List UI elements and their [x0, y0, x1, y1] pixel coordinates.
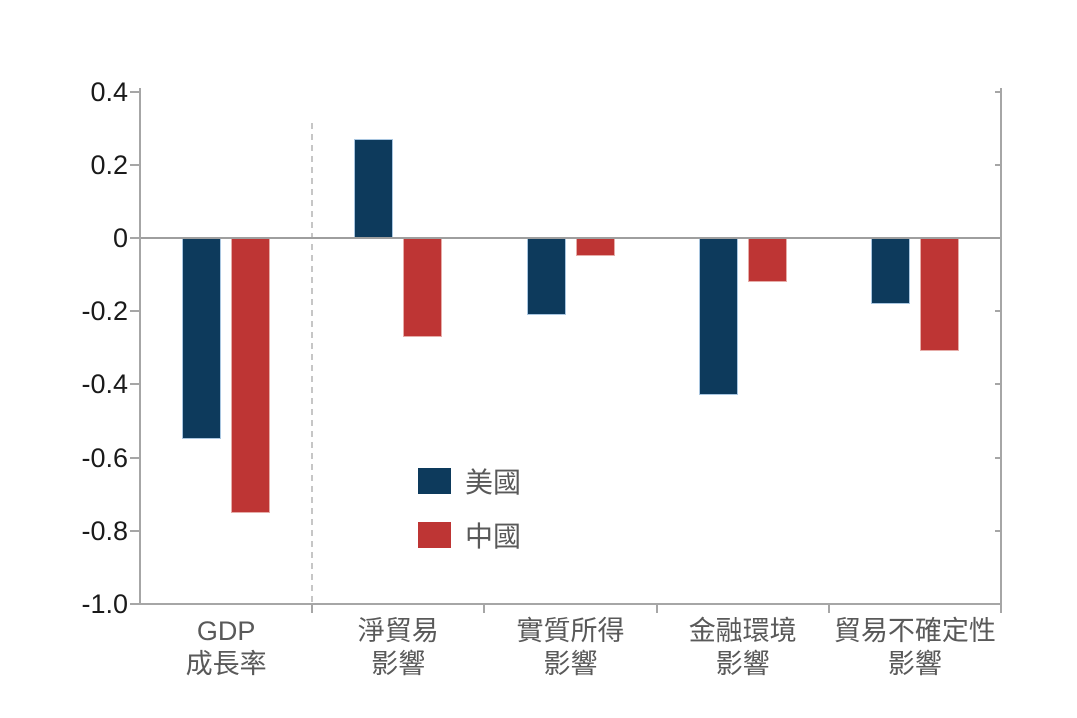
x-tick: [1000, 604, 1002, 613]
y-tick: [130, 163, 139, 166]
x-category-label: 淨貿易 影響: [357, 616, 439, 679]
right-axis-line: [1000, 88, 1002, 604]
zero-baseline: [141, 237, 1000, 239]
y-tick: [130, 310, 139, 313]
y-tick: [130, 237, 139, 239]
bar-us-cat2: [526, 238, 566, 315]
legend: 美國 中國: [418, 467, 521, 552]
bar-us-cat1: [354, 139, 394, 238]
y-tick-right: [995, 90, 1000, 93]
y-axis-line: [139, 88, 141, 604]
x-axis-line: [139, 603, 1002, 605]
y-tick: [130, 603, 139, 605]
y-tick-label: 0.4: [90, 76, 128, 107]
x-tick: [483, 604, 486, 613]
x-tick: [655, 604, 658, 613]
bar-us-cat3: [698, 238, 738, 396]
legend-item-china: 中國: [418, 521, 521, 552]
legend-swatch-china: [418, 521, 451, 548]
y-tick-label: -0.4: [81, 369, 128, 400]
bar-us-cat0: [182, 238, 222, 440]
y-tick-label: 0: [112, 223, 128, 253]
bar-china-cat3: [747, 238, 787, 282]
legend-item-us: 美國: [418, 467, 521, 498]
y-tick-label: -0.8: [81, 515, 128, 546]
x-tick: [311, 604, 314, 613]
y-tick-label: -0.6: [81, 442, 128, 473]
y-tick-label: 0.2: [90, 149, 128, 180]
x-category-label: GDP 成長率: [185, 616, 267, 679]
bar-china-cat4: [919, 238, 959, 352]
y-tick: [130, 529, 139, 532]
y-tick-label: -1.0: [81, 589, 128, 619]
category-separator-line: [311, 123, 314, 604]
bar-china-cat2: [575, 238, 615, 257]
legend-label-china: 中國: [465, 520, 522, 552]
bar-china-cat1: [403, 238, 443, 337]
y-tick-right: [995, 603, 1000, 605]
y-tick-right: [995, 529, 1000, 532]
legend-label-us: 美國: [465, 466, 522, 498]
y-tick-right: [995, 310, 1000, 313]
bar-us-cat4: [870, 238, 910, 304]
x-category-label: 金融環境 影響: [688, 616, 797, 679]
x-category-label: 實質所得 影響: [516, 616, 625, 679]
y-tick-right: [995, 383, 1000, 386]
legend-swatch-us: [418, 467, 451, 494]
y-tick-right: [995, 163, 1000, 166]
y-tick-label: -0.2: [81, 296, 128, 327]
bar-china-cat0: [231, 238, 271, 513]
y-tick: [130, 90, 139, 93]
x-category-label: 貿易不確定性 影響: [833, 616, 996, 679]
y-tick-right: [995, 456, 1000, 459]
y-tick: [130, 383, 139, 386]
x-tick: [827, 604, 830, 613]
y-tick: [130, 456, 139, 459]
